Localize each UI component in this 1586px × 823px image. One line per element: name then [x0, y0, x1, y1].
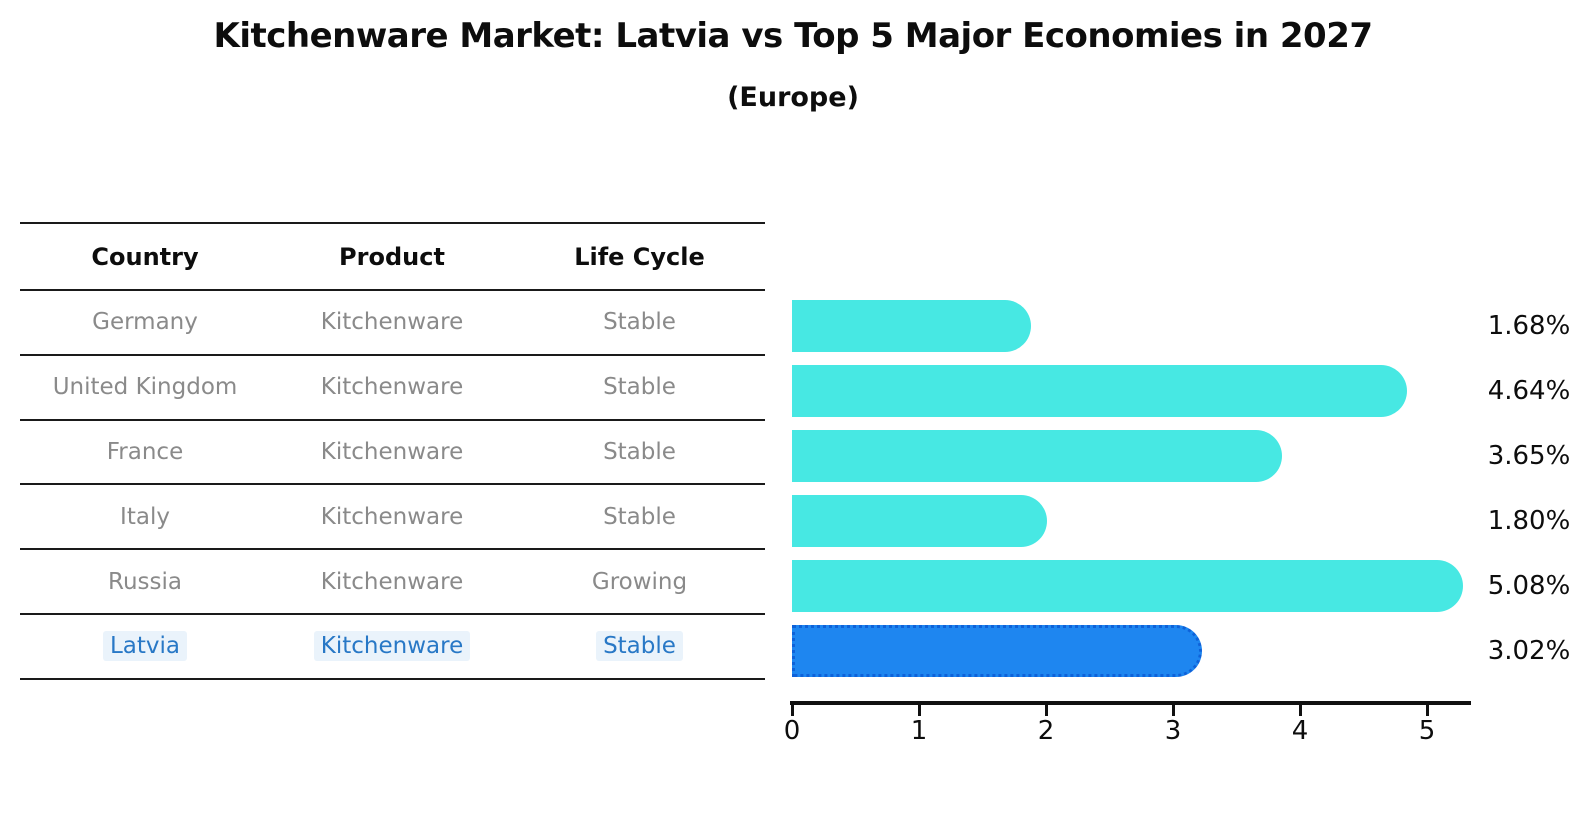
table-cell: Stable [603, 503, 676, 530]
table-cell: Italy [120, 503, 170, 530]
table-cell: Germany [92, 309, 198, 336]
table-cell: Kitchenware [270, 631, 514, 662]
chart-title: Kitchenware Market: Latvia vs Top 5 Majo… [213, 16, 1373, 56]
x-tick [1044, 705, 1048, 716]
table-cell: United Kingdom [52, 374, 238, 401]
table-cell: Kitchenware [320, 503, 464, 530]
table-cell: Latvia [20, 631, 270, 662]
column-header-product: Product [339, 242, 445, 271]
table-cell: France [106, 438, 184, 465]
bar-germany [792, 300, 1032, 352]
table-body: Germany Kitchenware Stable United Kingdom Ki… [20, 291, 765, 680]
table-cell: Stable [514, 631, 765, 662]
table-row-russia: Russia Kitchenware Growing [20, 550, 765, 615]
x-tick-label: 0 [783, 716, 801, 746]
x-axis-line [790, 701, 1471, 705]
bar-russia [792, 560, 1464, 612]
table-row-latvia: Latvia Kitchenware Stable [20, 615, 765, 680]
x-tick-label: 4 [1291, 716, 1309, 746]
column-header-life-cycle: Life Cycle [574, 242, 705, 271]
table-cell: Russia [108, 568, 182, 595]
bar-france [792, 430, 1282, 482]
table-cell: Kitchenware [320, 438, 464, 465]
bar-value-label: 4.64% [1487, 376, 1571, 406]
table-row-germany: Germany Kitchenware Stable [20, 291, 765, 356]
table-cell: Kitchenware [320, 374, 464, 401]
x-tick [1425, 705, 1429, 716]
country-table: Country Product Life Cycle Germany Kitche… [20, 222, 765, 680]
table-cell: Growing [591, 568, 688, 595]
table-cell: Kitchenware [320, 309, 464, 336]
table-row-italy: Italy Kitchenware Stable [20, 485, 765, 551]
table-cell: Kitchenware [320, 568, 464, 595]
column-header-country: Country [91, 242, 199, 271]
x-tick-label: 3 [1164, 716, 1182, 746]
table-row-france: France Kitchenware Stable [20, 421, 765, 486]
bar-value-label: 1.80% [1487, 506, 1571, 536]
bar-value-label: 5.08% [1487, 571, 1571, 601]
bar-italy [792, 495, 1047, 547]
x-tick-label: 1 [910, 716, 928, 746]
bar-value-label: 3.65% [1487, 441, 1571, 471]
table-cell: Stable [603, 374, 676, 401]
table-row-united-kingdom: United Kingdom Kitchenware Stable [20, 356, 765, 421]
x-tick [917, 705, 921, 716]
table-header-row: Country Product Life Cycle [20, 222, 765, 291]
chart-subtitle: (Europe) [727, 82, 859, 113]
bar-value-label: 1.68% [1487, 311, 1571, 341]
table-cell: Stable [603, 309, 676, 336]
x-tick [790, 705, 794, 716]
x-tick-label: 2 [1037, 716, 1055, 746]
bar-united-kingdom [792, 365, 1408, 417]
x-tick-label: 5 [1418, 716, 1436, 746]
x-tick [1298, 705, 1302, 716]
x-tick [1171, 705, 1175, 716]
bar-latvia [792, 625, 1202, 677]
table-cell: Stable [603, 438, 676, 465]
bar-value-label: 3.02% [1487, 636, 1571, 666]
